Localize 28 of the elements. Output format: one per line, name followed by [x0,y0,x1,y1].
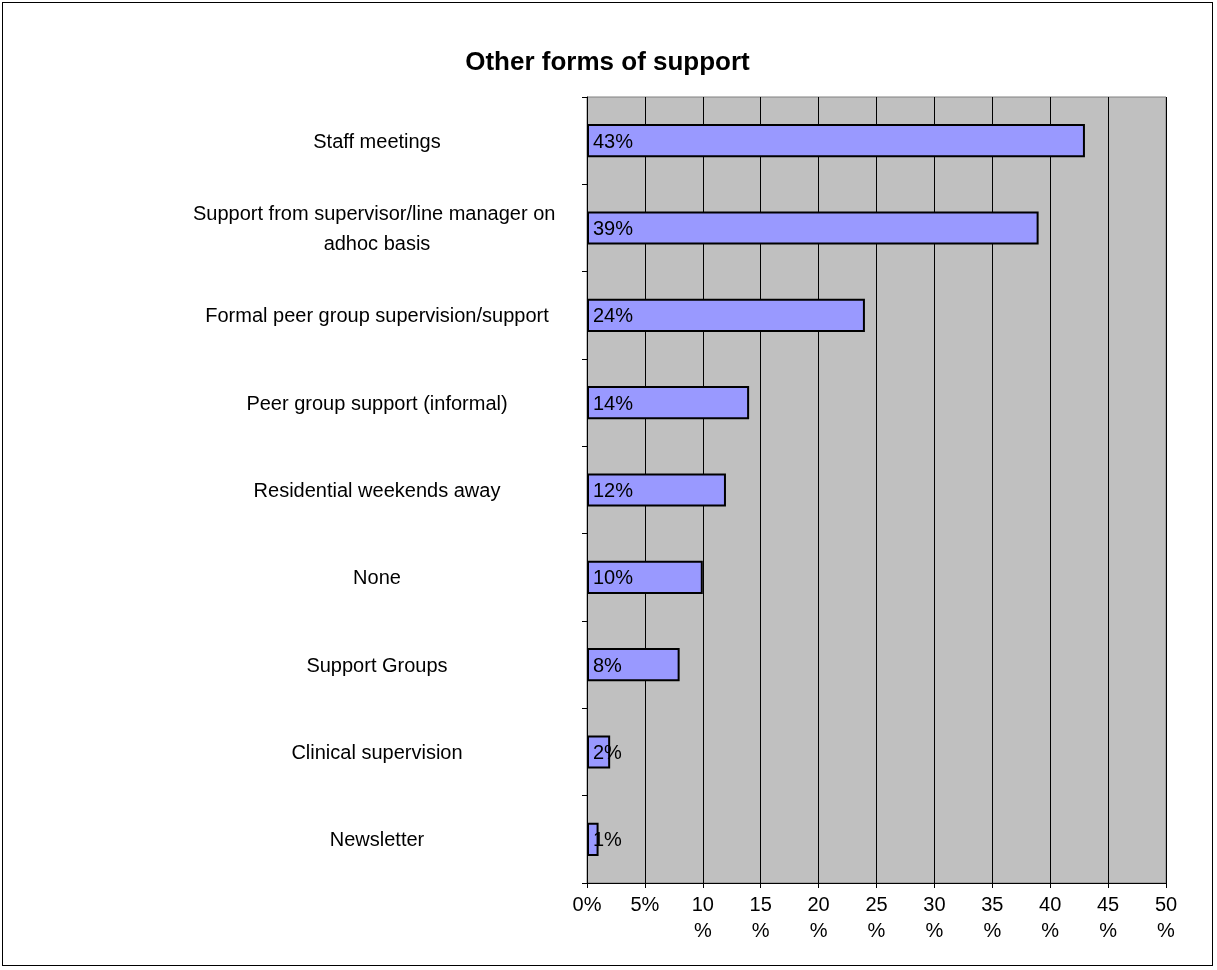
data-label: 39% [593,217,634,239]
y-tick-label: Support from supervisor/line manager on adhoc basis [193,202,561,254]
y-tick-label: Support Groups [306,653,448,676]
y-tick-label: Peer group support (informal) [246,391,508,414]
data-label: 12% [593,479,634,501]
x-tick-label: 10 % [691,893,714,941]
data-label: 10% [593,566,634,589]
x-tick-label: 15 % [749,893,772,941]
x-tick-label: 20 % [807,893,830,941]
y-tick-label: Newsletter [329,828,425,851]
y-tick-label: Residential weekends away [253,479,501,501]
y-tick-label: Clinical supervision [291,741,463,763]
x-tick-label: 5% [630,893,660,915]
x-tick-label: 30 % [923,893,946,941]
data-label: 43% [593,129,634,152]
x-tick-label: 40 % [1039,893,1062,941]
data-label: 24% [593,304,634,327]
x-tick-label: 50 % [1154,893,1178,941]
y-tick-label: None [353,566,401,589]
x-tick-label: 45 % [1096,893,1120,941]
y-tick-label: Formal peer group supervision/support [205,304,550,327]
y-tick-label: Staff meetings [313,129,441,152]
data-label: 14% [593,391,634,414]
x-tick-label: 25 % [865,893,888,941]
chart-title: Other forms of support [465,46,751,76]
data-label: 8% [593,653,623,676]
x-tick-label: 35 % [981,893,1004,941]
x-tick-label: 0% [572,893,602,915]
